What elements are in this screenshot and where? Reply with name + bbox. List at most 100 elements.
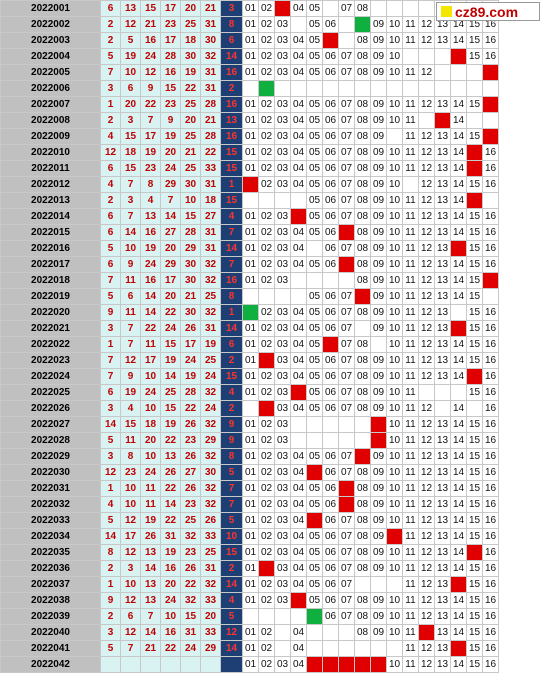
red-ball: 3 xyxy=(100,80,121,97)
trend-cell xyxy=(322,432,339,449)
trend-cell: 11 xyxy=(402,448,419,465)
trend-cell: 01 xyxy=(242,544,259,561)
trend-cell: 13 xyxy=(434,96,451,113)
trend-cell: 14 xyxy=(450,352,467,369)
trend-cell xyxy=(450,80,467,97)
trend-cell: 01 xyxy=(242,32,259,49)
trend-cell: 11 xyxy=(402,288,419,305)
trend-cell: 14 xyxy=(450,144,467,161)
trend-cell: 14 xyxy=(450,128,467,145)
red-ball: 7 xyxy=(120,176,141,193)
trend-cell: 14 xyxy=(450,176,467,193)
red-ball xyxy=(200,656,221,673)
site-logo[interactable]: cz89.com xyxy=(436,2,540,21)
trend-cell xyxy=(402,0,419,17)
trend-cell: 10 xyxy=(386,624,403,641)
trend-cell: 11 xyxy=(402,352,419,369)
red-ball: 7 xyxy=(120,336,141,353)
trend-cell: 06 xyxy=(322,368,339,385)
trend-cell: 04 xyxy=(290,368,307,385)
red-ball: 32 xyxy=(200,576,221,593)
red-ball: 12 xyxy=(120,592,141,609)
trend-cell: 10 xyxy=(386,608,403,625)
trend-cell: 03 xyxy=(274,368,291,385)
red-ball: 1 xyxy=(100,96,121,113)
red-ball: 31 xyxy=(200,240,221,257)
trend-cell xyxy=(434,384,451,401)
trend-cell: 10 xyxy=(386,416,403,433)
trend-cell: 09 xyxy=(370,256,387,273)
red-ball: 17 xyxy=(160,0,181,17)
trend-cell: 04 xyxy=(290,656,307,673)
blue-hit-marker xyxy=(290,384,307,401)
trend-cell: 08 xyxy=(354,512,371,529)
blue-ball: 7 xyxy=(220,224,243,241)
trend-cell xyxy=(290,272,307,289)
trend-cell: 08 xyxy=(354,592,371,609)
draw-row: 2022001 6 13 15 17 20 21 3 01 02 04 05 07 08 xyxy=(0,0,499,17)
issue-number: 2022006 xyxy=(0,80,101,97)
trend-cell: 04 xyxy=(290,64,307,81)
trend-cell xyxy=(386,0,403,17)
red-ball: 7 xyxy=(120,320,141,337)
blue-hit-marker xyxy=(306,512,323,529)
trend-cell: 15 xyxy=(466,256,483,273)
trend-cell: 11 xyxy=(402,512,419,529)
trend-cell: 01 xyxy=(242,432,259,449)
trend-cell xyxy=(322,624,339,641)
red-ball: 15 xyxy=(160,80,181,97)
red-ball: 2 xyxy=(100,112,121,129)
trend-cell: 10 xyxy=(386,144,403,161)
issue-number: 2022027 xyxy=(0,416,101,433)
red-ball: 24 xyxy=(160,160,181,177)
trend-cell: 04 xyxy=(290,480,307,497)
red-ball: 18 xyxy=(140,416,161,433)
trend-cell: 05 xyxy=(306,320,323,337)
red-ball: 21 xyxy=(200,0,221,17)
draw-row: 2022039 2 6 7 10 15 20 5 06 07 08 09 10 11 12 13 14 15 16 xyxy=(0,608,499,625)
trend-cell: 07 xyxy=(338,464,355,481)
trend-cell xyxy=(274,288,291,305)
red-ball: 14 xyxy=(140,624,161,641)
trend-cell: 11 xyxy=(402,464,419,481)
trend-cell: 13 xyxy=(434,352,451,369)
trend-cell: 16 xyxy=(482,352,499,369)
issue-number: 2022016 xyxy=(0,240,101,257)
trend-cell: 01 xyxy=(242,160,259,177)
blue-ball: 1 xyxy=(220,176,243,193)
red-ball: 2 xyxy=(100,32,121,49)
red-ball: 32 xyxy=(200,448,221,465)
trend-cell: 06 xyxy=(322,192,339,209)
trend-cell: 07 xyxy=(338,160,355,177)
issue-number: 2022034 xyxy=(0,528,101,545)
red-ball: 25 xyxy=(180,160,201,177)
trend-cell: 13 xyxy=(434,448,451,465)
trend-cell: 03 xyxy=(274,592,291,609)
trend-cell xyxy=(450,64,467,81)
trend-cell xyxy=(290,432,307,449)
trend-cell: 08 xyxy=(354,544,371,561)
trend-cell: 09 xyxy=(370,288,387,305)
red-ball: 33 xyxy=(200,160,221,177)
red-ball: 15 xyxy=(160,400,181,417)
trend-cell: 12 xyxy=(418,304,435,321)
red-ball: 23 xyxy=(120,464,141,481)
trend-cell: 02 xyxy=(258,384,275,401)
trend-cell: 09 xyxy=(370,128,387,145)
trend-cell: 04 xyxy=(290,448,307,465)
trend-cell: 13 xyxy=(434,272,451,289)
trend-cell: 12 xyxy=(418,656,435,673)
trend-cell: 02 xyxy=(258,96,275,113)
trend-cell: 09 xyxy=(370,224,387,241)
trend-cell: 10 xyxy=(386,224,403,241)
issue-number: 2022037 xyxy=(0,576,101,593)
trend-cell: 12 xyxy=(418,224,435,241)
red-ball: 4 xyxy=(100,128,121,145)
trend-cell: 16 xyxy=(482,560,499,577)
red-ball: 32 xyxy=(200,416,221,433)
trend-cell xyxy=(466,64,483,81)
red-ball: 2 xyxy=(100,608,121,625)
blue-hit-marker xyxy=(322,336,339,353)
issue-number: 2022018 xyxy=(0,272,101,289)
red-ball: 22 xyxy=(160,304,181,321)
